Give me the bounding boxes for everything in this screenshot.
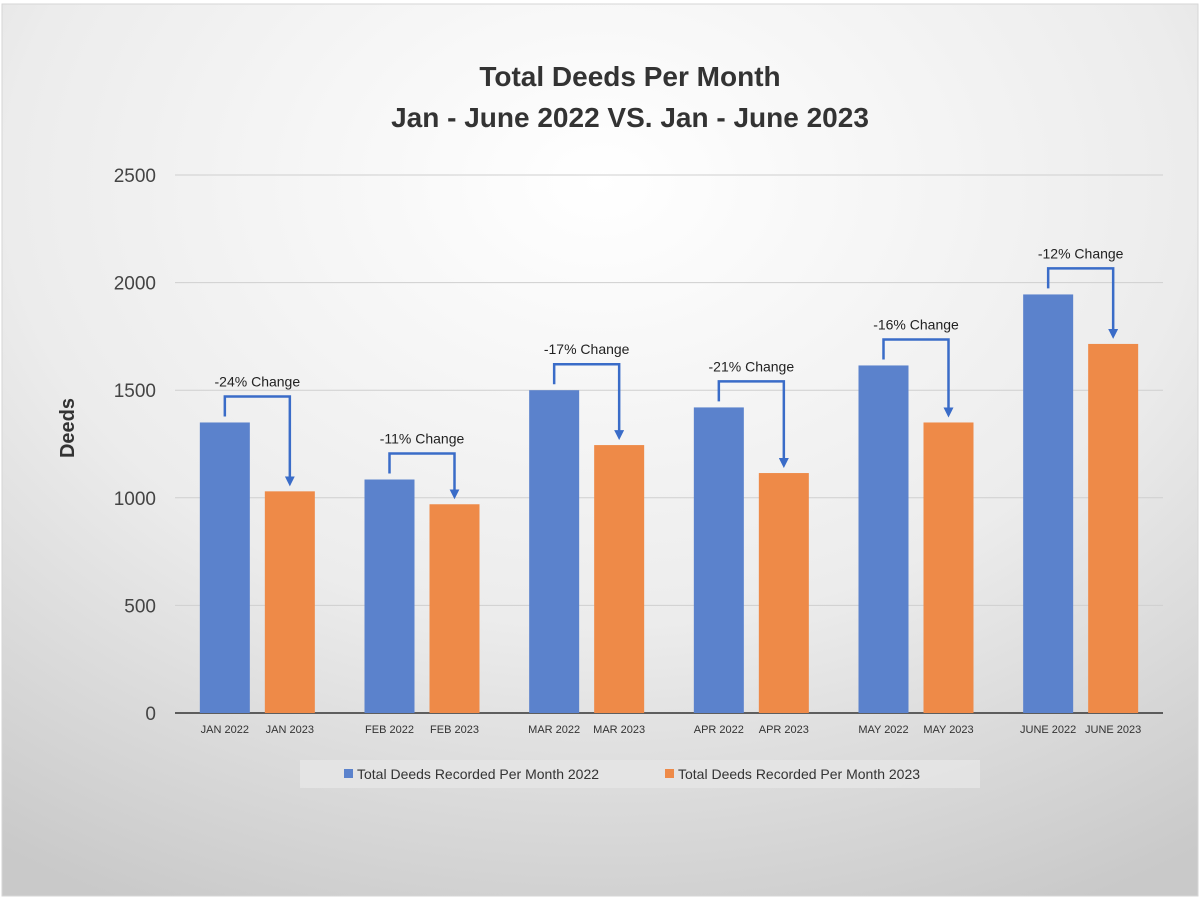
- y-tick-label: 1000: [114, 489, 156, 510]
- bar-2023: [758, 473, 809, 713]
- x-tick-label: MAR 2022: [528, 724, 580, 736]
- bar-2022: [858, 365, 909, 713]
- bar-2022: [364, 479, 415, 713]
- x-tick-label: FEB 2022: [365, 724, 414, 736]
- legend-swatch-2022: [344, 769, 353, 778]
- change-label: -24% Change: [215, 373, 301, 389]
- change-arrow: [1046, 267, 1119, 339]
- bar-2023: [594, 445, 645, 713]
- x-tick-label: JAN 2023: [266, 724, 314, 736]
- x-tick-label: JUNE 2023: [1085, 724, 1141, 736]
- y-tick-label: 2500: [114, 166, 156, 187]
- change-label: -21% Change: [709, 358, 795, 374]
- legend-label-2023: Total Deeds Recorded Per Month 2023: [678, 766, 920, 782]
- legend-label-2022: Total Deeds Recorded Per Month 2022: [357, 766, 599, 782]
- y-axis-label: Deeds: [57, 398, 79, 458]
- change-arrow: [388, 452, 460, 500]
- x-tick-labels: JAN 2022 JAN 2023 FEB 2022 FEB 2023 MAR 2022…: [201, 724, 1142, 736]
- x-tick-label: MAR 2023: [593, 724, 645, 736]
- y-tick-label: 0: [145, 704, 156, 725]
- x-tick-label: JAN 2022: [201, 724, 249, 736]
- bar-2023: [1088, 343, 1139, 713]
- change-arrow: [882, 338, 954, 418]
- chart-subtitle: Jan - June 2022 VS. Jan - June 2023: [391, 102, 869, 133]
- change-label: -16% Change: [873, 316, 959, 332]
- change-annotations: -24% Change -11% Change -17% Change -21% Ch…: [215, 245, 1124, 500]
- x-tick-label: JUNE 2022: [1020, 724, 1076, 736]
- x-tick-label: MAY 2023: [923, 724, 973, 736]
- y-tick-label: 500: [124, 596, 156, 617]
- x-tick-label: APR 2022: [694, 724, 744, 736]
- x-tick-label: MAY 2022: [858, 724, 908, 736]
- bar-2022: [199, 422, 250, 713]
- bars: [199, 294, 1139, 713]
- bar-2022: [693, 407, 744, 713]
- y-tick-label: 2000: [114, 274, 156, 295]
- gridlines: [175, 174, 1163, 714]
- bar-2022: [529, 390, 580, 713]
- x-tick-label: FEB 2023: [430, 724, 479, 736]
- legend-swatch-2023: [665, 769, 674, 778]
- chart-title: Total Deeds Per Month: [479, 61, 780, 92]
- change-label: -11% Change: [380, 431, 465, 447]
- change-label: -17% Change: [544, 341, 630, 357]
- y-tick-labels: 0 500 1000 1500 2000 2500: [114, 166, 156, 725]
- legend: Total Deeds Recorded Per Month 2022 Tota…: [300, 760, 980, 788]
- change-arrow: [223, 395, 295, 487]
- bar-2023: [923, 422, 974, 713]
- y-tick-label: 1500: [114, 381, 156, 402]
- change-arrow: [717, 380, 789, 469]
- change-arrow: [552, 362, 625, 441]
- bar-2022: [1023, 294, 1074, 713]
- x-tick-label: APR 2023: [759, 724, 809, 736]
- legend-box: [300, 760, 980, 788]
- bar-2023: [264, 491, 315, 713]
- change-label: -12% Change: [1038, 245, 1124, 261]
- bar-2023: [429, 504, 480, 713]
